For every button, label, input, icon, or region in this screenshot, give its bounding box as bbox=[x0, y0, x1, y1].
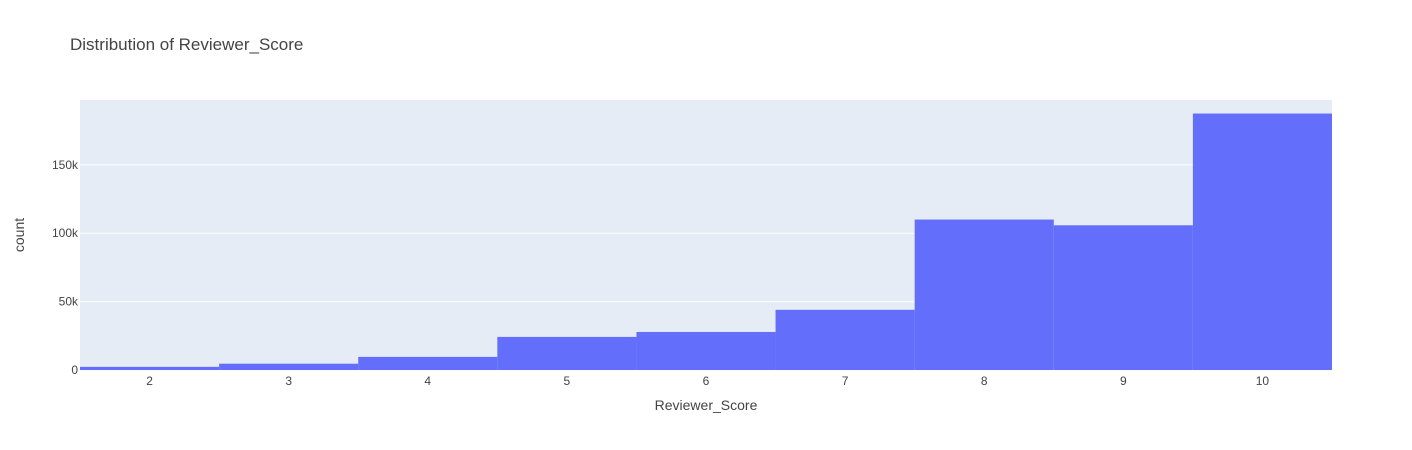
y-tick-label: 100k bbox=[52, 226, 79, 240]
x-tick-label: 3 bbox=[285, 374, 292, 388]
bar-score-2[interactable] bbox=[80, 366, 220, 370]
bar-score-6[interactable] bbox=[636, 331, 776, 370]
y-tick-label: 0 bbox=[71, 363, 78, 377]
y-axis-ticks: 0 50k 100k 150k bbox=[52, 158, 79, 377]
x-tick-label: 8 bbox=[981, 374, 988, 388]
bar-score-10[interactable] bbox=[1192, 113, 1332, 371]
x-tick-label: 10 bbox=[1256, 374, 1270, 388]
x-tick-label: 5 bbox=[564, 374, 571, 388]
bar-score-9[interactable] bbox=[1053, 225, 1193, 370]
x-tick-label: 7 bbox=[842, 374, 849, 388]
y-tick-label: 150k bbox=[52, 158, 79, 172]
x-axis-title: Reviewer_Score bbox=[655, 397, 758, 413]
y-axis-title: count bbox=[11, 218, 27, 252]
y-tick-label: 50k bbox=[59, 295, 79, 309]
x-tick-label: 2 bbox=[146, 374, 153, 388]
x-tick-label: 4 bbox=[424, 374, 431, 388]
bar-score-3[interactable] bbox=[219, 363, 359, 370]
bar-score-4[interactable] bbox=[358, 356, 498, 370]
bar-score-8[interactable] bbox=[914, 219, 1054, 370]
x-tick-label: 9 bbox=[1120, 374, 1127, 388]
bar-score-5[interactable] bbox=[497, 336, 637, 370]
x-axis-ticks: 2 3 4 5 6 7 8 9 10 bbox=[146, 374, 1269, 388]
bars bbox=[80, 113, 1332, 371]
chart-title: Distribution of Reviewer_Score bbox=[70, 35, 303, 54]
x-tick-label: 6 bbox=[703, 374, 710, 388]
bar-score-7[interactable] bbox=[775, 309, 915, 370]
